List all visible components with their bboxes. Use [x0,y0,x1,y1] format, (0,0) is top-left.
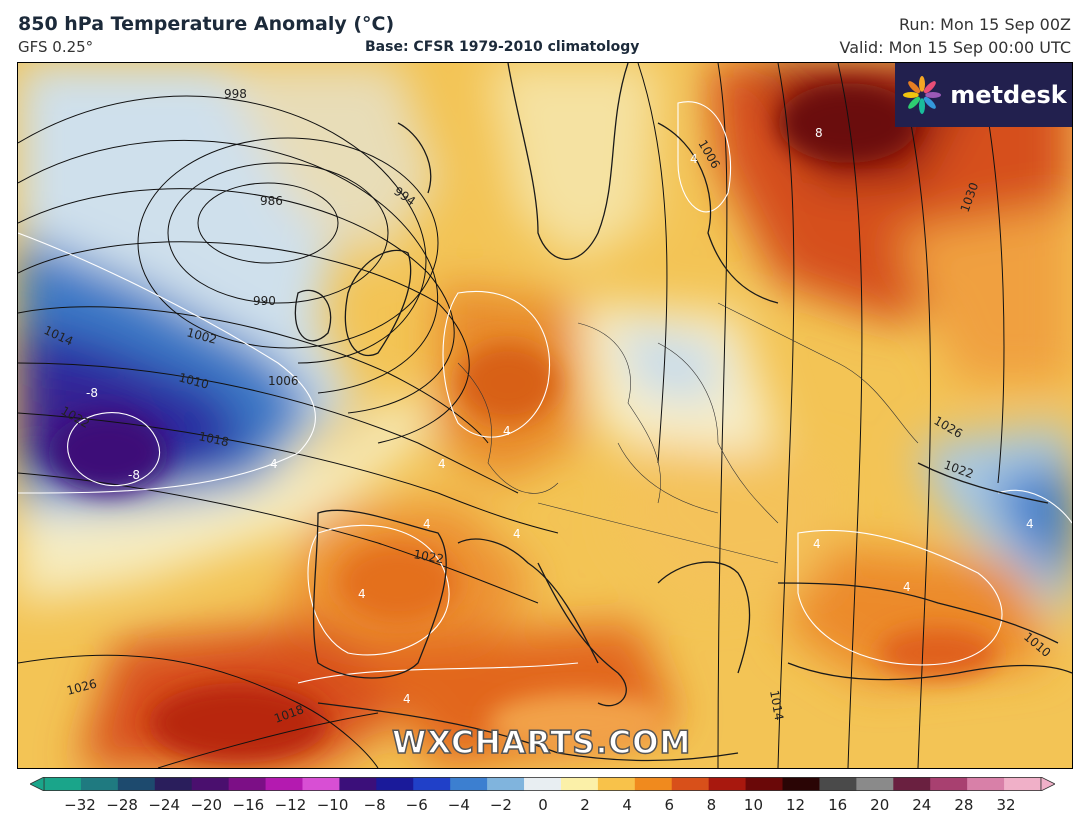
colorbar-swatch [671,777,710,791]
anomaly-label: 4 [438,457,446,471]
climatology-base: Base: CFSR 1979-2010 climatology [365,39,640,55]
anomaly-label: 4 [1026,517,1034,531]
colorbar-tick-label: 24 [912,796,932,814]
colorbar-swatch [487,777,525,791]
colorbar-swatch [893,777,931,791]
colorbar-swatch [265,777,304,791]
colorbar-swatch [302,777,341,791]
anomaly-label: 4 [358,587,366,601]
colorbar-swatch [1004,777,1042,791]
anomaly-detail [48,83,998,763]
colorbar-swatch [634,777,673,791]
colorbar-swatch [413,777,451,791]
anomaly-label: 4 [270,457,278,471]
anomaly-label: 8 [815,126,823,140]
country-borders [457,302,919,564]
colorbar-segments [43,777,1042,791]
colorbar-tick-label: −32 [64,796,96,814]
chart-title: 850 hPa Temperature Anomaly (°C) [18,13,395,35]
watermark: WXCHARTS.COM [391,724,692,762]
colorbar-min-arrow [30,777,45,791]
colorbar-tick-label: 32 [996,796,1016,814]
colorbar-swatch [856,777,894,791]
colorbar-swatch [708,777,747,791]
valid-time: Valid: Mon 15 Sep 00:00 UTC [839,38,1071,57]
colorbar-tick-label: 28 [954,796,974,814]
logo-text: metdesk [950,81,1067,109]
colorbar-tick-label: 0 [538,796,548,814]
colorbar-swatch [524,777,562,791]
colorbar-tick-label: 8 [706,796,717,814]
colorbar-tick-label: 4 [622,796,632,814]
colorbar-tick-label: −12 [274,796,307,814]
colorbar-swatch [228,777,267,791]
colorbar-swatch [80,777,119,791]
colorbar-tick-label: 6 [664,796,675,814]
colorbar-tick-label: 12 [785,796,806,814]
anomaly-label: 4 [903,580,911,594]
anomaly-label: 4 [813,537,821,551]
isobar-label: 990 [253,294,276,308]
colorbar-tick-label: −16 [232,796,265,814]
colorbar-tick-label: −10 [316,796,349,814]
anomaly-label: 4 [423,517,431,531]
isobar-label: 1018 [197,429,230,449]
colorbar-swatch [597,777,636,791]
colorbar-swatch [967,777,1005,791]
colorbar-swatch [339,777,377,791]
colorbar-tick-label: 20 [870,796,890,814]
anomaly-labels: -8 -8 4 4 4 4 4 4 4 4 4 4 4 8 [86,126,1034,706]
isobar-label: 1022 [412,547,445,566]
colorbar-swatch [154,777,193,791]
run-time: Run: Mon 15 Sep 00Z [899,15,1071,34]
colorbar-swatch [450,777,488,791]
isobar-label: 1006 [268,374,299,388]
colorbar-max-arrow [1040,777,1055,791]
model-name: GFS 0.25° [18,38,94,56]
anomaly-label: 4 [513,527,521,541]
colorbar-swatch [745,777,784,791]
anomaly-label: -8 [128,468,140,482]
colorbar-swatch [819,777,857,791]
anomaly-contours [18,101,1072,684]
colorbar-tick-label: −20 [190,796,223,814]
colorbar-tick-label: −6 [405,796,428,814]
anomaly-label: -8 [86,386,98,400]
colorbar-swatch [117,777,156,791]
coastlines [294,63,1072,762]
colorbar-tick-label: −8 [363,796,386,814]
colorbar-swatch [782,777,821,791]
colorbar-tick-label: 16 [828,796,848,814]
metdesk-logo[interactable]: metdesk [895,63,1072,127]
isobar-label: 1014 [767,689,786,722]
colorbar [30,777,1055,791]
colorbar-tick-label: −2 [489,796,512,814]
colorbar-ticks: −32 −28 −24 −20 −16 −12 −10 −8 −6 −4 −2 0 2 4 6 8 10 12 16… [0,796,1088,820]
map-canvas: 998 986 994 990 1002 1006 1010 1014 1018… [18,63,1072,768]
colorbar-swatch [191,777,230,791]
isobar-label: 986 [260,194,283,208]
colorbar-tick-label: −4 [447,796,470,814]
anomaly-label: 4 [690,152,698,166]
colorbar-tick-label: −28 [106,796,138,814]
colorbar-tick-label: 2 [580,796,590,814]
colorbar-swatch [44,777,82,791]
colorbar-swatch [376,777,414,791]
colorbar-swatch [560,777,599,791]
colorbar-swatch [930,777,968,791]
isobars [18,63,1005,768]
anomaly-label: 4 [403,692,411,706]
colorbar-tick-label: −24 [148,796,180,814]
isobar-label: 998 [224,87,247,101]
colorbar-tick-label: 10 [743,796,763,814]
anomaly-label: 4 [503,424,511,438]
metdesk-flower-icon [903,76,942,114]
anomaly-map[interactable]: 998 986 994 990 1002 1006 1010 1014 1018… [17,62,1073,769]
